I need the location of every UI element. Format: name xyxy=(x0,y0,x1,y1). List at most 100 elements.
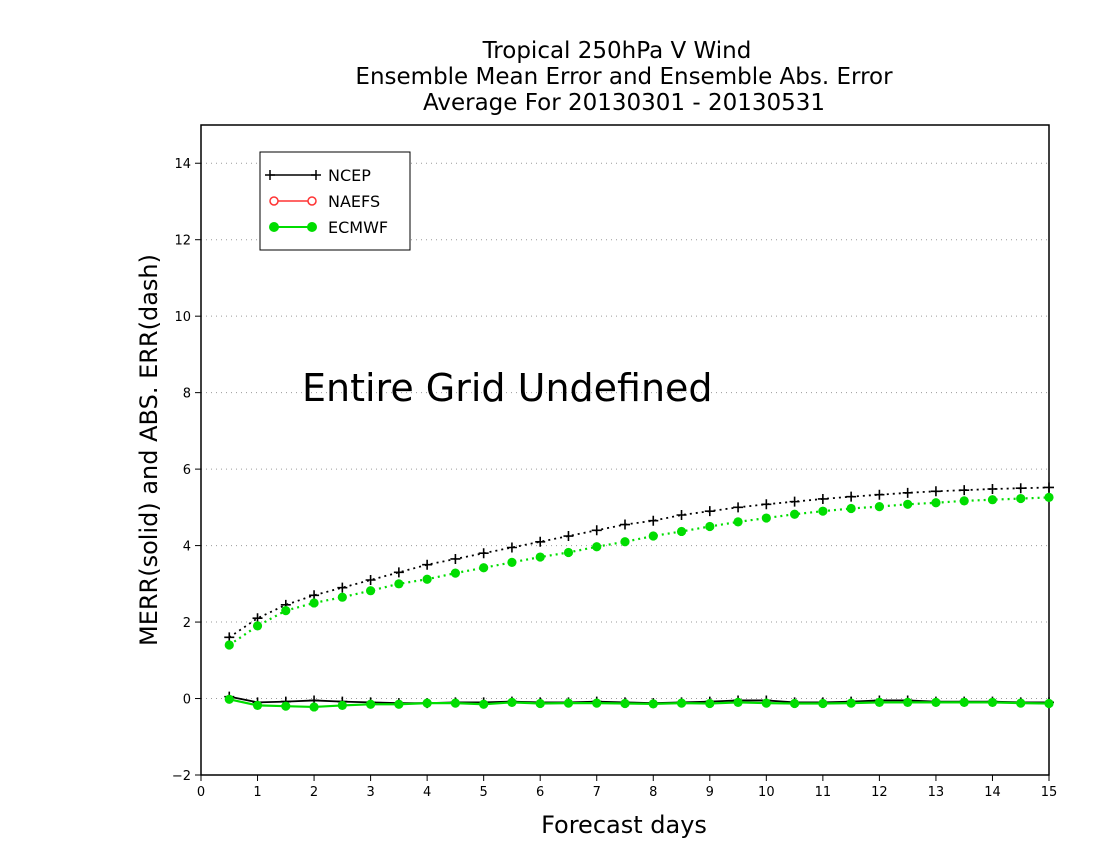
x-tick-label: 2 xyxy=(310,785,318,800)
x-tick-label: 0 xyxy=(197,785,205,800)
x-tick-label: 15 xyxy=(1041,785,1058,800)
title-line-3: Average For 20130301 - 20130531 xyxy=(423,90,825,116)
ecmwf-mean-err-point xyxy=(507,697,517,707)
ncep-abs-err-point xyxy=(393,567,404,578)
ecmwf-abs-err-point xyxy=(818,506,828,516)
ecmwf-mean-err-line xyxy=(229,698,1050,709)
ecmwf-mean-err-point xyxy=(648,699,658,709)
ecmwf-abs-err-point xyxy=(676,526,687,537)
y-tick-label: 2 xyxy=(183,616,191,631)
ecmwf-mean-err-point xyxy=(422,698,432,708)
legend-label-ecmwf: ECMWF xyxy=(328,218,388,237)
ecmwf-abs-err-point xyxy=(620,537,630,547)
ecmwf-mean-err-point xyxy=(224,694,234,704)
legend-marker-ecmwf-1 xyxy=(269,222,279,232)
ncep-abs-err-point xyxy=(846,491,857,502)
ncep-abs-err-point xyxy=(422,559,433,570)
legend-marker-naefs-1 xyxy=(269,196,279,206)
legend-item-naefs: NAEFS xyxy=(269,192,380,211)
ecmwf-mean-err-point xyxy=(818,698,828,709)
legend-item-ecmwf: ECMWF xyxy=(269,218,388,237)
ecmwf-mean-err-point xyxy=(705,698,715,709)
ecmwf-abs-err-point xyxy=(705,521,715,532)
plot-frame xyxy=(200,124,1050,776)
ecmwf-abs-err-point xyxy=(1016,493,1026,504)
ecmwf-mean-err-point xyxy=(761,698,771,708)
ecmwf-abs-err-point xyxy=(874,501,885,512)
chart-title: Tropical 250hPa V Wind Ensemble Mean Err… xyxy=(355,38,893,116)
ecmwf-abs-err-point xyxy=(450,568,460,578)
y-tick-label: −2 xyxy=(172,769,191,784)
ecmwf-mean-err-point xyxy=(309,702,319,712)
legend-label-ncep: NCEP xyxy=(328,166,371,185)
ncep-abs-err-point xyxy=(478,548,489,559)
ecmwf-abs-err-point xyxy=(987,495,998,505)
ecmwf-abs-err-point xyxy=(903,499,913,509)
ecmwf-mean-err-point xyxy=(931,697,941,707)
ecmwf-mean-err-point xyxy=(337,700,347,711)
ncep-abs-err-point xyxy=(450,553,461,564)
ecmwf-mean-err-point xyxy=(987,697,998,707)
ecmwf-abs-err-point xyxy=(648,531,658,541)
ncep-abs-err-point xyxy=(817,493,828,504)
ecmwf-abs-err-point xyxy=(563,547,574,558)
x-tick-label: 14 xyxy=(984,785,1001,800)
x-tick-label: 9 xyxy=(706,785,714,800)
ecmwf-mean-err-point xyxy=(903,697,913,707)
legend-marker-naefs-2 xyxy=(307,196,317,206)
ecmwf-mean-err-point xyxy=(563,698,574,708)
x-tick-label: 7 xyxy=(593,785,601,800)
ecmwf-abs-err-point xyxy=(422,574,432,584)
series-layer xyxy=(224,482,1054,712)
ncep-abs-err-point xyxy=(789,496,800,507)
y-tick-label: 4 xyxy=(183,540,191,555)
ecmwf-abs-err-point xyxy=(931,498,941,508)
y-axis-title: MERR(solid) and ABS. ERR(dash) xyxy=(135,254,163,646)
ecmwf-mean-err-point xyxy=(252,700,263,711)
legend-marker-ncep-plus-1 xyxy=(265,170,275,180)
ncep-abs-err-point xyxy=(563,531,574,542)
ecmwf-mean-err-point xyxy=(1044,698,1054,709)
ncep-abs-err-point xyxy=(761,499,772,510)
x-tick-label: 4 xyxy=(423,785,431,800)
ncep-abs-err-point xyxy=(506,542,517,553)
ecmwf-abs-err-point xyxy=(507,557,517,568)
ecmwf-mean-err-point xyxy=(733,697,743,707)
ncep-abs-err-point xyxy=(337,582,348,593)
legend-marker-ncep-plus-2 xyxy=(311,170,321,180)
ecmwf-mean-err-point xyxy=(874,697,885,707)
ecmwf-abs-err-point xyxy=(592,542,602,552)
ecmwf-mean-err-point xyxy=(479,699,489,709)
ncep-abs-err-point xyxy=(704,506,715,517)
title-line-1: Tropical 250hPa V Wind xyxy=(482,38,752,64)
ecmwf-abs-err-point xyxy=(1044,492,1054,503)
y-tick-label: 12 xyxy=(174,234,191,249)
ncep-abs-err-point xyxy=(620,519,630,530)
ecmwf-mean-err-point xyxy=(366,699,376,709)
ncep-abs-err-point xyxy=(1015,483,1026,494)
ecmwf-abs-err-point xyxy=(790,509,800,519)
ncep-abs-err-point xyxy=(676,510,687,520)
ncep-abs-err-point xyxy=(874,489,885,500)
ncep-abs-err-point xyxy=(1044,482,1054,493)
ecmwf-mean-err-point xyxy=(620,698,630,709)
ncep-abs-err-point xyxy=(648,515,659,526)
y-tick-label: 0 xyxy=(183,693,191,708)
legend-marker-ecmwf-2 xyxy=(307,222,317,232)
x-axis-title: Forecast days xyxy=(541,811,707,839)
ecmwf-abs-err-point xyxy=(733,517,743,527)
ecmwf-abs-err-point xyxy=(535,552,545,562)
ecmwf-abs-err-point xyxy=(309,598,319,608)
ncep-abs-err-point xyxy=(535,536,546,547)
series-ncep xyxy=(224,482,1054,709)
ncep-abs-err-line xyxy=(228,486,1050,639)
legend: NCEP NAEFS ECMWF xyxy=(259,151,411,251)
ncep-abs-err-point xyxy=(591,525,602,536)
ecmwf-abs-err-point xyxy=(846,503,856,514)
x-tick-label: 13 xyxy=(928,785,945,800)
ncep-abs-err-point xyxy=(733,502,744,513)
ecmwf-abs-err-point xyxy=(366,586,376,596)
ecmwf-mean-err-point xyxy=(394,699,404,709)
title-line-2: Ensemble Mean Error and Ensemble Abs. Er… xyxy=(355,64,893,90)
